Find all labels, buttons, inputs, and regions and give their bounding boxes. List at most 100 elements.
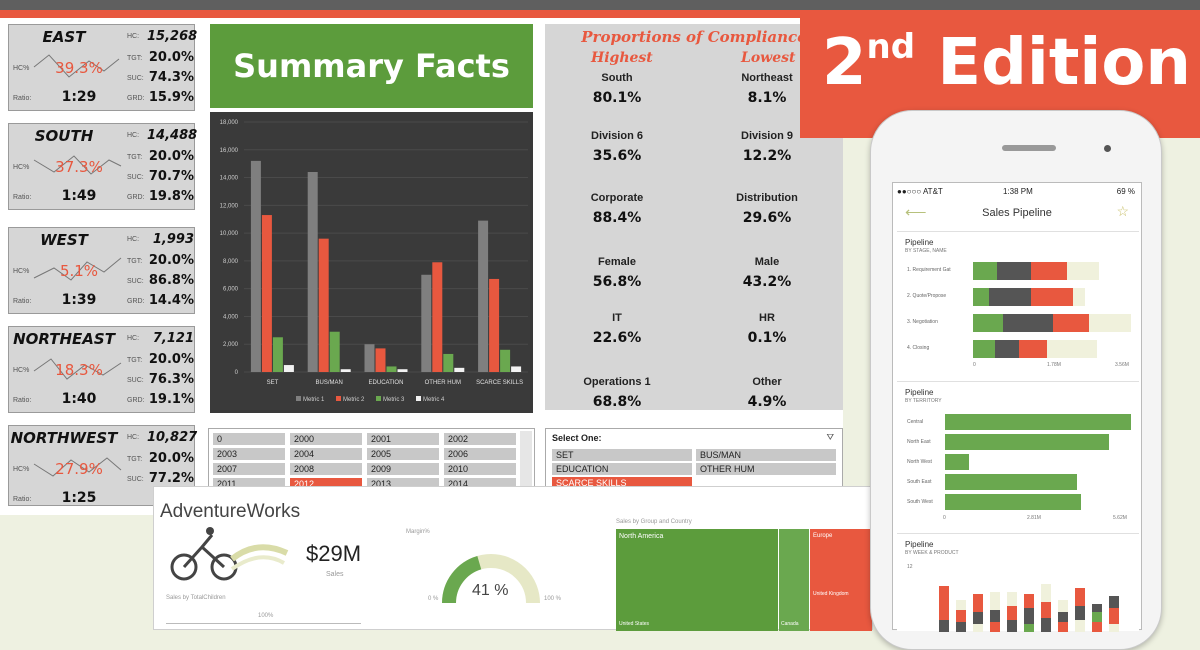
year-option-2003[interactable]: 2003	[213, 448, 285, 460]
region-card-west[interactable]: WEST HC% 5.1% Ratio: 1:39 HC: 1,993 TGT: 20.0% SU…	[8, 227, 195, 314]
region-card-south[interactable]: SOUTH HC% 37.3% Ratio: 1:49 HC: 14,488 TGT: 20.0…	[8, 123, 197, 210]
bar-metric-3-education	[386, 366, 397, 372]
region-sparkline	[33, 257, 122, 281]
year-option-2009[interactable]: 2009	[367, 463, 439, 475]
year-option-0[interactable]: 0	[213, 433, 285, 445]
territory-label: Central	[907, 419, 924, 425]
pipeline-by-week-panel[interactable]: Pipeline BY WEEK & PRODUCT 12	[897, 533, 1139, 632]
stage-bar-segment[interactable]	[1073, 288, 1085, 306]
select-one-label: Select One:	[552, 433, 602, 443]
treemap-europe[interactable]: Europe United Kingdom	[810, 529, 872, 631]
stage-bar-segment[interactable]	[973, 314, 1003, 332]
margin-gauge	[442, 554, 540, 604]
year-option-2005[interactable]: 2005	[367, 448, 439, 460]
year-option-2007[interactable]: 2007	[213, 463, 285, 475]
compliance-percent: 88.4%	[592, 210, 642, 226]
year-slicer-scrollbar[interactable]	[520, 431, 532, 491]
stage-bar-segment[interactable]	[1067, 262, 1099, 280]
region-tgt: 20.0%	[148, 451, 194, 466]
compliance-low-4: HR 0.1%	[697, 312, 837, 346]
territory-bar[interactable]	[945, 414, 1131, 430]
y-tick-label: 2,000	[223, 342, 239, 348]
territory-bar[interactable]	[945, 474, 1077, 490]
year-option-2008[interactable]: 2008	[290, 463, 362, 475]
sales-treemap[interactable]: North America United States Canada Europ…	[616, 529, 872, 631]
stage-bar-segment[interactable]	[1089, 314, 1131, 332]
territory-bar[interactable]	[945, 494, 1081, 510]
status-bar: ●●○○○ AT&T 1:38 PM 69 %	[893, 183, 1141, 201]
region-sparkline	[33, 54, 120, 78]
week-bar-segment	[1024, 624, 1034, 632]
week-bar-segment	[990, 592, 1000, 610]
week-bar-segment	[956, 622, 966, 632]
bar-metric-3-scarce-skills	[500, 349, 511, 372]
compliance-low-0: Northeast 8.1%	[697, 72, 837, 106]
stage-bar-segment[interactable]	[997, 262, 1031, 280]
year-option-2004[interactable]: 2004	[290, 448, 362, 460]
back-arrow-icon[interactable]: ⟵	[905, 204, 927, 221]
stage-bar-segment[interactable]	[973, 288, 989, 306]
pipeline-by-stage-panel[interactable]: Pipeline BY STAGE, NAME 1. Requirement G…	[897, 231, 1139, 371]
panel3-title: Pipeline	[905, 540, 934, 549]
favorite-star-icon[interactable]: ☆	[1116, 203, 1129, 219]
hc-label: HC:	[127, 33, 140, 40]
edition-text: 2nd Edition	[822, 26, 1191, 100]
year-option-2000[interactable]: 2000	[290, 433, 362, 445]
stage-bar-segment[interactable]	[973, 340, 995, 358]
compliance-high-3: Female 56.8%	[547, 256, 687, 290]
stage-bar-segment[interactable]	[995, 340, 1019, 358]
bar-chart-svg: 0 2,000 4,000 6,000 8,000 10,000 12,000 14,000 1…	[220, 120, 528, 403]
compliance-percent: 29.6%	[742, 210, 792, 226]
panel1-axis-min: 0	[973, 362, 976, 368]
week-bar-segment	[1058, 612, 1068, 622]
y-tick-label: 14,000	[220, 176, 239, 182]
year-option-2002[interactable]: 2002	[444, 433, 516, 445]
gauge-max-label: 100 %	[544, 596, 562, 602]
category-option-other-hum[interactable]: OTHER HUM	[696, 463, 836, 475]
sales-label: Sales	[326, 571, 344, 578]
bar-metric-1-bus-man	[307, 172, 318, 372]
category-option-set[interactable]: SET	[552, 449, 692, 461]
week-bar-segment	[956, 610, 966, 622]
stage-bar-segment[interactable]	[1003, 314, 1053, 332]
x-tick-label: SET	[267, 380, 279, 386]
stage-bar-segment[interactable]	[1019, 340, 1047, 358]
stage-bar-segment[interactable]	[973, 262, 997, 280]
region-card-east[interactable]: EAST HC% 39.3% Ratio: 1:29 HC: 15,268 TGT: 20.0%…	[8, 24, 197, 111]
bar-metric-1-education	[364, 344, 375, 372]
stage-bar-segment[interactable]	[989, 288, 1031, 306]
region-grd: 14.4%	[148, 293, 194, 308]
stage-bar-segment[interactable]	[1053, 314, 1089, 332]
region-ratio: 1:29	[61, 89, 97, 105]
territory-bar[interactable]	[945, 454, 969, 470]
year-option-2010[interactable]: 2010	[444, 463, 516, 475]
year-option-2006[interactable]: 2006	[444, 448, 516, 460]
compliance-high-2: Corporate 88.4%	[547, 192, 687, 226]
stage-bar-segment[interactable]	[1031, 288, 1073, 306]
nav-title: Sales Pipeline	[982, 207, 1052, 219]
stage-bar-segment[interactable]	[1047, 340, 1097, 358]
year-option-2001[interactable]: 2001	[367, 433, 439, 445]
clear-filter-icon[interactable]: ⛛	[826, 432, 834, 442]
ratio-label: Ratio:	[13, 298, 32, 305]
category-option-education[interactable]: EDUCATION	[552, 463, 692, 475]
bar-metric-2-bus-man	[318, 238, 329, 372]
territory-label: North West	[907, 459, 932, 465]
region-tgt: 20.0%	[148, 50, 194, 65]
region-hc-percent: 5.1%	[59, 262, 99, 280]
week-bar-segment	[1007, 606, 1017, 620]
treemap-canada[interactable]: Canada	[779, 529, 809, 631]
region-name: EAST	[42, 28, 86, 46]
category-option-bus-man[interactable]: BUS/MAN	[696, 449, 836, 461]
stage-bar-segment[interactable]	[1031, 262, 1067, 280]
pipeline-by-territory-panel[interactable]: Pipeline BY TERRITORY Central North East N…	[897, 381, 1139, 527]
week-bar-segment	[1075, 606, 1085, 620]
panel1-axis-mid: 1.78M	[1047, 362, 1061, 368]
region-grd: 19.1%	[148, 392, 194, 407]
treemap-north-america[interactable]: North America United States	[616, 529, 778, 631]
region-card-northeast[interactable]: NORTHEAST HC% 18.3% Ratio: 1:40 HC: 7,121 TGT: 2…	[8, 326, 195, 413]
territory-bar[interactable]	[945, 434, 1109, 450]
x-tick-label: EDUCATION	[369, 380, 404, 386]
region-suc: 86.8%	[148, 273, 194, 288]
hcpct-label: HC%	[13, 268, 30, 275]
